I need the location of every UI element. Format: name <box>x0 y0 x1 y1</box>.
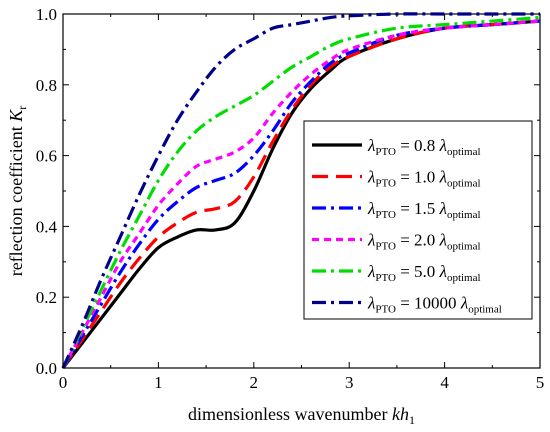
axes: 0 1 2 3 4 5 0.0 0.2 0.4 0.6 0.8 1.0 <box>36 5 545 392</box>
x-tick-label: 0 <box>59 373 68 392</box>
x-tick-label: 5 <box>536 373 545 392</box>
legend-label-3: λPTO = 2.0 λoptimal <box>367 231 481 253</box>
x-tick-label: 2 <box>250 373 259 392</box>
series-layer <box>61 12 541 369</box>
legend-label-0: λPTO = 0.8 λoptimal <box>367 136 481 158</box>
series-line-2 <box>61 19 541 369</box>
x-tick-label: 3 <box>345 373 354 392</box>
y-tick-label: 0.4 <box>36 217 58 236</box>
x-tick-label: 4 <box>440 373 449 392</box>
legend-label-5: λPTO = 10000 λoptimal <box>367 294 502 316</box>
series-line-4 <box>61 15 541 369</box>
series-line-3 <box>61 19 541 369</box>
legend-label-2: λPTO = 1.5 λoptimal <box>367 199 481 221</box>
y-tick-label: 0.0 <box>36 359 57 378</box>
y-tick-label: 1.0 <box>36 5 57 24</box>
y-tick-label: 0.6 <box>36 147 57 166</box>
legend: λPTO = 0.8 λoptimal λPTO = 1.0 λoptimal λP… <box>303 120 533 320</box>
x-axis-title: dimensionless wavenumber kh1 <box>188 404 415 427</box>
x-tick-label: 1 <box>154 373 163 392</box>
y-tick-label: 0.8 <box>36 76 57 95</box>
legend-label-4: λPTO = 5.0 λoptimal <box>367 262 481 284</box>
y-axis-title: reflection coefficient Kr <box>6 106 29 277</box>
legend-box <box>303 120 533 320</box>
y-tick-label: 0.2 <box>36 288 57 307</box>
series-line-1 <box>61 19 541 369</box>
legend-label-1: λPTO = 1.0 λoptimal <box>367 168 481 190</box>
axis-titles: dimensionless wavenumber kh1 reflection c… <box>6 106 415 427</box>
series-line-5 <box>61 12 540 369</box>
